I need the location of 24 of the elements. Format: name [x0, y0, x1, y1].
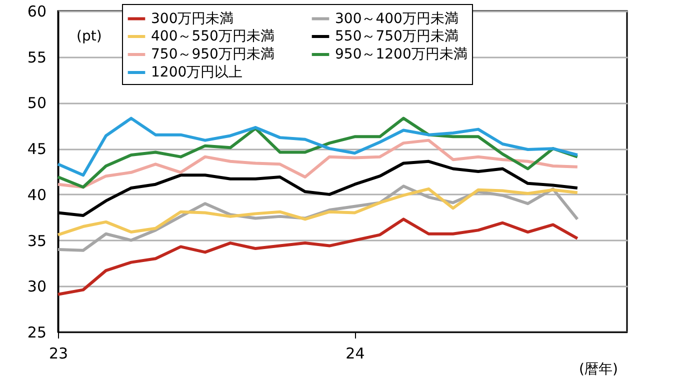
- y-tick-label: 45: [27, 140, 46, 158]
- legend-label: 950～1200万円未満: [335, 46, 468, 62]
- y-axis-title: (pt): [76, 28, 102, 44]
- line-series: [56, 138, 579, 189]
- line-series: [56, 218, 579, 296]
- x-tick-label: 24: [346, 344, 365, 362]
- y-tick-label: 25: [27, 324, 46, 342]
- legend-label: 300万円未満: [151, 10, 234, 27]
- line-series: [56, 116, 579, 189]
- legend-label: 550～750万円未満: [335, 28, 458, 44]
- legend-label: 1200万円以上: [151, 64, 243, 80]
- y-tick-label: 30: [27, 278, 46, 296]
- x-axis-title: (暦年): [579, 362, 618, 378]
- legend-label: 300～400万円未満: [335, 10, 458, 27]
- y-tick-label: 60: [27, 2, 46, 20]
- line-series: [56, 116, 579, 177]
- legend-label: 750～950万円未満: [151, 46, 274, 62]
- y-tick-label: 55: [27, 48, 46, 66]
- line-series: [56, 187, 579, 236]
- y-tick-label: 50: [27, 94, 46, 112]
- y-tick-label: 35: [27, 232, 46, 250]
- y-tick-label: 40: [27, 186, 46, 204]
- legend-label: 400～550万円未満: [151, 28, 274, 44]
- x-tick-label: 23: [48, 344, 68, 362]
